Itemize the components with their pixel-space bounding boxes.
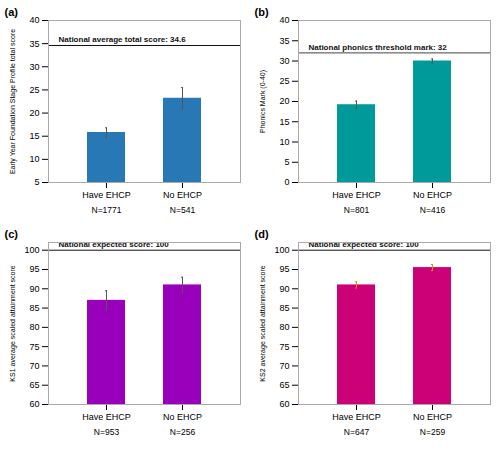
svg-text:60: 60 <box>29 399 39 409</box>
svg-text:20: 20 <box>29 108 39 118</box>
svg-text:40: 40 <box>29 15 39 25</box>
svg-text:80: 80 <box>29 322 39 332</box>
svg-text:Early Year Foundation Stage Pr: Early Year Foundation Stage Profile tota… <box>9 29 17 174</box>
svg-text:N=256: N=256 <box>170 427 196 437</box>
svg-text:20: 20 <box>279 96 289 106</box>
svg-text:Have EHCP: Have EHCP <box>332 412 381 422</box>
svg-text:(d): (d) <box>255 228 269 240</box>
svg-text:15: 15 <box>279 117 289 127</box>
svg-text:National expected score: 100: National expected score: 100 <box>59 240 170 249</box>
svg-text:90: 90 <box>29 284 39 294</box>
svg-text:95: 95 <box>279 264 289 274</box>
svg-text:100: 100 <box>24 245 39 255</box>
svg-text:(c): (c) <box>5 228 19 240</box>
svg-text:N=259: N=259 <box>420 427 446 437</box>
svg-text:Have EHCP: Have EHCP <box>82 190 131 200</box>
svg-text:Have EHCP: Have EHCP <box>82 412 131 422</box>
svg-text:KS2 average scaled attainment: KS2 average scaled attainment score <box>259 265 267 381</box>
svg-text:N=953: N=953 <box>94 427 120 437</box>
svg-text:N=647: N=647 <box>344 427 370 437</box>
svg-text:10: 10 <box>29 154 39 164</box>
svg-text:60: 60 <box>279 399 289 409</box>
svg-text:75: 75 <box>29 342 39 352</box>
svg-text:No EHCP: No EHCP <box>413 412 452 422</box>
svg-text:N=416: N=416 <box>420 205 446 215</box>
svg-text:National average total score:: National average total score: 34.6 <box>59 35 187 44</box>
svg-text:40: 40 <box>279 15 289 25</box>
svg-text:Have EHCP: Have EHCP <box>332 190 381 200</box>
svg-text:15: 15 <box>29 131 39 141</box>
svg-text:25: 25 <box>279 76 289 86</box>
svg-text:65: 65 <box>279 380 289 390</box>
svg-text:65: 65 <box>29 380 39 390</box>
svg-text:KS1 average scaled attainment: KS1 average scaled attainment score <box>9 265 17 381</box>
svg-text:35: 35 <box>279 36 289 46</box>
svg-text:National phonics threshold mar: National phonics threshold mark: 32 <box>309 43 448 52</box>
svg-text:N=541: N=541 <box>170 205 196 215</box>
svg-text:75: 75 <box>279 342 289 352</box>
svg-text:No EHCP: No EHCP <box>163 412 202 422</box>
svg-text:90: 90 <box>279 284 289 294</box>
svg-text:35: 35 <box>29 39 39 49</box>
svg-text:70: 70 <box>29 361 39 371</box>
svg-text:10: 10 <box>279 137 289 147</box>
svg-text:5: 5 <box>284 157 289 167</box>
svg-text:25: 25 <box>29 85 39 95</box>
svg-text:N=801: N=801 <box>344 205 370 215</box>
svg-text:30: 30 <box>279 56 289 66</box>
svg-text:95: 95 <box>29 264 39 274</box>
svg-text:85: 85 <box>279 303 289 313</box>
svg-text:N=1771: N=1771 <box>91 205 121 215</box>
svg-text:(b): (b) <box>255 6 269 18</box>
svg-text:No EHCP: No EHCP <box>413 190 452 200</box>
svg-text:80: 80 <box>279 322 289 332</box>
svg-text:(a): (a) <box>5 6 19 18</box>
svg-text:30: 30 <box>29 62 39 72</box>
svg-text:100: 100 <box>274 245 289 255</box>
svg-text:85: 85 <box>29 303 39 313</box>
svg-text:5: 5 <box>34 177 39 187</box>
svg-text:National expected score: 100: National expected score: 100 <box>309 240 420 249</box>
svg-text:No EHCP: No EHCP <box>163 190 202 200</box>
svg-text:Phonics Mark (0-40): Phonics Mark (0-40) <box>259 70 267 133</box>
svg-text:0: 0 <box>284 177 289 187</box>
svg-text:70: 70 <box>279 361 289 371</box>
